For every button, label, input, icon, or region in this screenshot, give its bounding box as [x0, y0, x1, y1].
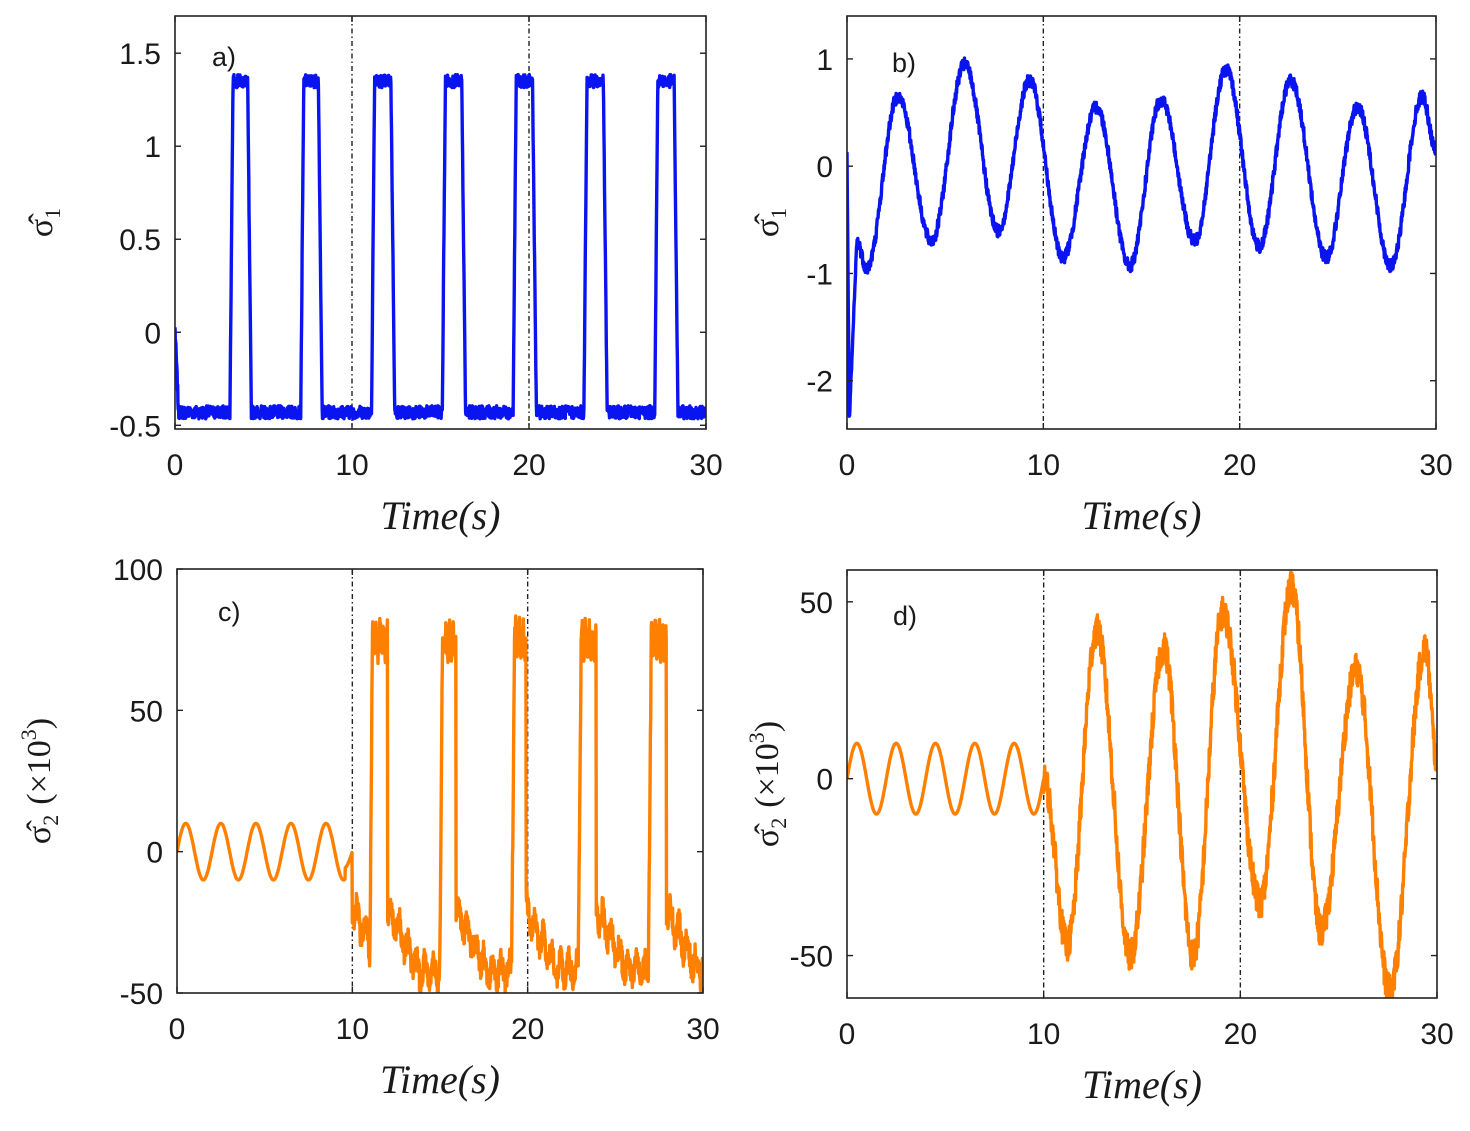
x-axis-label: Time(s): [380, 1057, 500, 1102]
y-tick-label: -1: [806, 258, 833, 291]
y-tick-label: 1: [816, 44, 833, 77]
x-tick-label: 0: [839, 449, 856, 482]
y-axis-label: σ̂2(×103): [744, 721, 791, 847]
axes-frame: [846, 569, 1438, 999]
y-axis-label: σ̂1: [23, 208, 65, 237]
x-tick-label: 10: [336, 1013, 369, 1046]
y-tick-label: 1: [144, 131, 161, 164]
y-tick-label: 0: [816, 151, 833, 184]
x-tick-label: 30: [689, 449, 722, 482]
x-tick-label: 20: [1224, 1018, 1257, 1051]
x-tick-label: 10: [335, 449, 368, 482]
x-tick-label: 0: [169, 1013, 186, 1046]
panel-label: b): [892, 48, 916, 78]
panel-d: 0 10 20 30 -50 0 50 d) Time(s) σ̂2(×103): [744, 569, 1454, 1107]
y-tick-label: 0: [144, 317, 161, 350]
x-axis-label: Time(s): [1082, 493, 1202, 538]
x-tick-label: 10: [1027, 449, 1060, 482]
y-tick-label: 0: [146, 837, 163, 870]
x-tick-label: 0: [839, 1018, 856, 1051]
x-tick-label: 30: [1419, 449, 1452, 482]
panel-a: 0 10 20 30-0.500.511.5 a)Time(s)σ̂1: [23, 15, 723, 538]
x-tick-label: 20: [511, 1013, 544, 1046]
series-line-d: [847, 570, 1437, 998]
x-tick-label: 20: [512, 449, 545, 482]
x-tick-label: 0: [167, 449, 184, 482]
x-tick-label: 30: [1420, 1018, 1453, 1051]
y-tick-label: 0: [816, 764, 833, 797]
y-tick-label: -2: [806, 366, 833, 399]
y-tick-label: 50: [130, 695, 163, 728]
y-tick-label: -0.5: [109, 410, 161, 443]
axes-frame: [176, 568, 704, 994]
series-line-c: [177, 614, 703, 993]
y-tick-label: 1.5: [119, 38, 161, 71]
x-axis-label: Time(s): [1082, 1062, 1202, 1107]
x-tick-label: 30: [686, 1013, 719, 1046]
y-tick-label: -50: [790, 941, 833, 974]
x-axis-label: Time(s): [381, 493, 501, 538]
axes-frame: [846, 15, 1437, 430]
y-axis-label: σ̂2(×103): [16, 718, 63, 844]
panel-label: d): [893, 601, 917, 631]
x-tick-label: 20: [1223, 449, 1256, 482]
series-line-b: [847, 56, 1436, 418]
panel-label: a): [212, 42, 236, 72]
panel-b: 0 10 20 30 -2 -1 0 1 b) Time(s) σ̂1: [749, 15, 1453, 538]
y-tick-label: -50: [120, 978, 163, 1011]
panel-label: c): [218, 597, 241, 627]
x-tick-label: 10: [1027, 1018, 1060, 1051]
y-tick-label: 100: [113, 554, 163, 587]
y-tick-label: 50: [800, 587, 833, 620]
y-axis-label: σ̂1: [749, 208, 791, 237]
axes-frame: [174, 15, 707, 430]
y-tick-label: 0.5: [119, 224, 161, 257]
series-line-a: [175, 72, 706, 421]
